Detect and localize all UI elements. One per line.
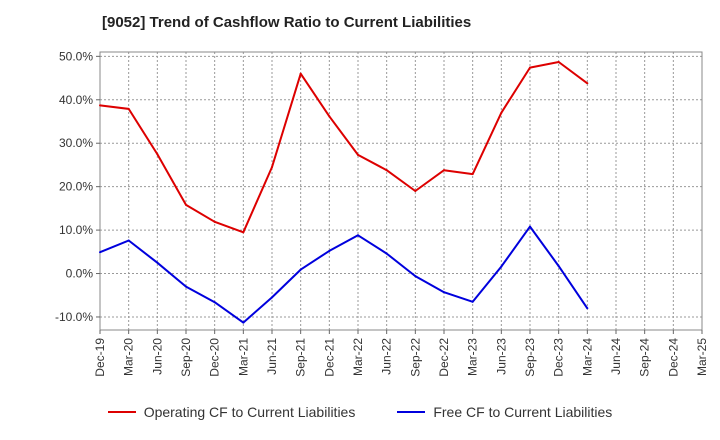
- y-tick-label: 40.0%: [59, 93, 93, 107]
- legend-item-free-cf: Free CF to Current Liabilities: [397, 404, 612, 420]
- data-point: [242, 231, 245, 234]
- y-axis: -10.0% 0.0% 10.0% 20.0% 30.0% 40.0% 50.0%: [55, 49, 100, 324]
- x-tick-label: Jun-21: [265, 338, 279, 375]
- data-point: [443, 291, 445, 294]
- data-point: [156, 261, 159, 264]
- y-tick-label: 10.0%: [59, 223, 93, 237]
- data-point: [213, 301, 216, 304]
- x-tick-label: Sep-23: [523, 338, 537, 377]
- data-point: [127, 239, 130, 242]
- x-tick-label: Dec-24: [666, 338, 680, 377]
- data-point: [529, 66, 531, 69]
- data-point: [213, 220, 216, 223]
- x-tick-label: Mar-22: [351, 338, 365, 376]
- data-point: [471, 173, 474, 176]
- data-point: [127, 107, 130, 110]
- y-tick-label: -10.0%: [55, 310, 93, 324]
- data-point: [271, 296, 273, 299]
- data-point: [299, 72, 302, 75]
- y-tick-label: 20.0%: [59, 180, 93, 194]
- data-point: [529, 225, 531, 228]
- x-tick-label: Sep-20: [179, 338, 193, 377]
- legend: Operating CF to Current Liabilities Free…: [0, 404, 720, 420]
- x-tick-label: Jun-24: [609, 338, 623, 375]
- series-line-operating-cf: [99, 61, 588, 234]
- data-point: [586, 307, 589, 310]
- data-point: [99, 251, 101, 254]
- y-tick-label: 0.0%: [66, 267, 94, 281]
- data-point: [328, 249, 331, 252]
- x-tick-label: Mar-23: [466, 338, 480, 376]
- plot-area: [99, 51, 703, 331]
- x-tick-label: Sep-21: [294, 338, 308, 377]
- data-point: [357, 234, 359, 237]
- x-tick-label: Dec-21: [322, 338, 336, 377]
- data-point: [242, 321, 245, 324]
- series-lines: [99, 60, 589, 324]
- data-point: [328, 115, 331, 118]
- legend-swatch-operating-cf: [107, 411, 136, 413]
- x-tick-label: Sep-22: [408, 338, 422, 377]
- data-point: [271, 166, 273, 169]
- y-tick-label: 50.0%: [59, 49, 93, 63]
- data-point: [500, 265, 503, 268]
- x-tick-label: Jun-22: [380, 338, 394, 375]
- x-tick-label: Jun-23: [494, 338, 508, 375]
- x-axis: Dec-19 Mar-20 Jun-20 Sep-20 Dec-20 Mar-21 Jun-…: [93, 330, 709, 377]
- x-tick-label: Dec-22: [437, 338, 451, 377]
- x-tick-label: Sep-24: [638, 338, 652, 377]
- y-tick-label: 30.0%: [59, 136, 93, 150]
- x-tick-label: Mar-21: [236, 338, 250, 376]
- x-tick-label: Dec-19: [93, 338, 107, 377]
- data-point: [471, 300, 474, 303]
- data-point: [385, 169, 388, 172]
- legend-swatch-free-cf: [397, 411, 426, 413]
- data-point: [357, 153, 359, 156]
- data-point: [299, 268, 302, 271]
- data-point: [500, 111, 503, 114]
- grid: [100, 52, 702, 330]
- data-point: [443, 169, 445, 172]
- data-point: [185, 203, 187, 206]
- x-tick-label: Jun-20: [150, 338, 164, 375]
- x-tick-label: Mar-20: [122, 338, 136, 376]
- data-point: [185, 285, 187, 288]
- x-tick-label: Dec-23: [552, 338, 566, 377]
- data-point: [99, 104, 101, 107]
- data-point: [156, 153, 159, 156]
- x-tick-label: Mar-24: [580, 338, 594, 376]
- chart-title: [9052] Trend of Cashflow Ratio to Curren…: [102, 14, 472, 31]
- legend-item-operating-cf: Operating CF to Current Liabilities: [107, 404, 356, 420]
- legend-label-free-cf: Free CF to Current Liabilities: [433, 404, 613, 420]
- legend-label-operating-cf: Operating CF to Current Liabilities: [143, 404, 356, 420]
- data-point: [414, 275, 417, 278]
- series-line-free-cf: [99, 225, 589, 324]
- data-point: [414, 190, 417, 192]
- data-point: [557, 265, 560, 268]
- data-point: [586, 82, 589, 85]
- x-tick-label: Mar-25: [695, 338, 709, 376]
- data-point: [557, 60, 560, 63]
- x-tick-label: Dec-20: [208, 338, 222, 377]
- data-point: [385, 252, 388, 255]
